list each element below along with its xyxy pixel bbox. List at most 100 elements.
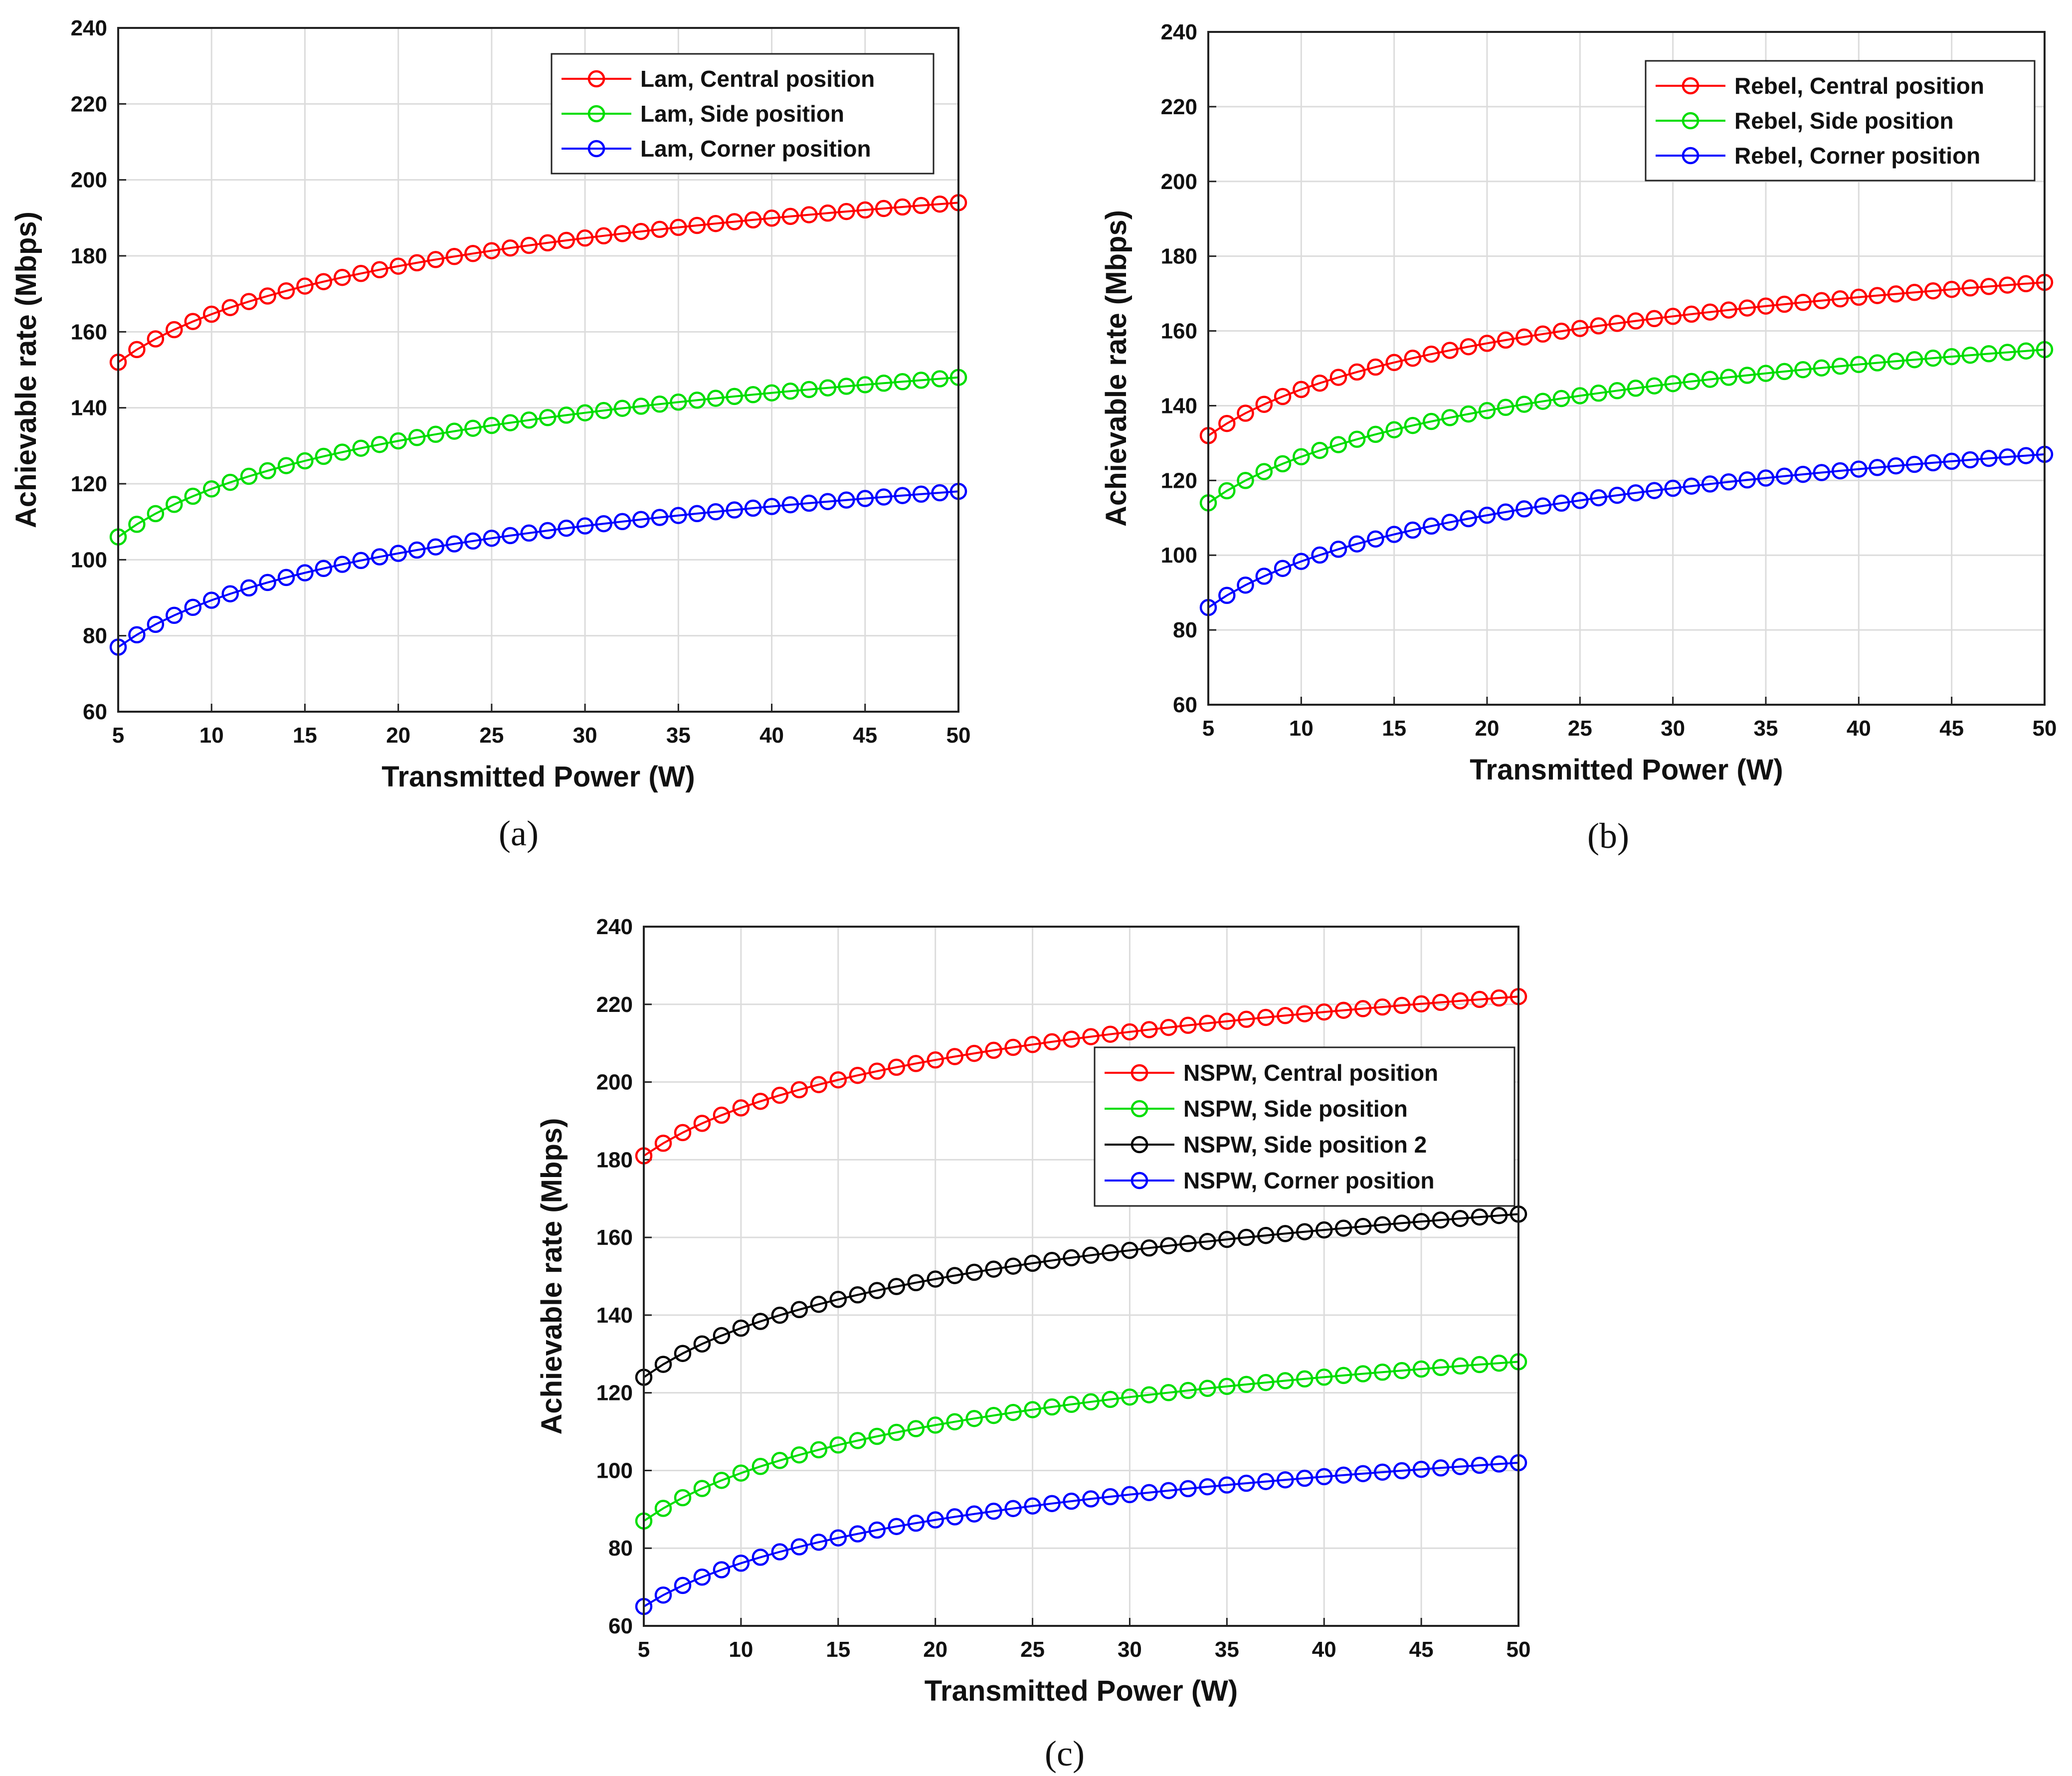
y-axis-label: Achievable rate (Mbps) (10, 211, 42, 528)
data-point (907, 1514, 925, 1532)
data-point (1961, 451, 1979, 469)
data-point (1646, 482, 1663, 499)
data-point (1590, 489, 1607, 507)
data-point (184, 487, 202, 505)
legend-marker (587, 140, 605, 158)
x-tick-label: 40 (1847, 716, 1871, 741)
data-point (838, 202, 855, 220)
data-point (771, 1452, 789, 1469)
data-point (334, 443, 351, 461)
data-point (202, 592, 220, 609)
data-point (838, 491, 855, 509)
data-point (1373, 998, 1391, 1016)
legend-item: NSPW, Corner position (1105, 1168, 1434, 1193)
data-point (1794, 361, 1812, 379)
data-point (713, 1561, 731, 1579)
data-point (1329, 369, 1347, 386)
data-point (888, 1423, 905, 1441)
data-point (1367, 530, 1384, 548)
data-point (352, 552, 370, 570)
data-point (790, 1538, 808, 1556)
data-point (147, 615, 165, 633)
data-point (912, 197, 930, 214)
x-tick-label: 15 (1382, 716, 1406, 741)
data-point (371, 261, 388, 279)
data-point (1497, 331, 1514, 349)
data-point (613, 513, 631, 531)
data-point (693, 1335, 711, 1353)
data-point (371, 548, 388, 566)
data-point (1024, 1254, 1041, 1272)
data-point (1218, 1476, 1236, 1494)
y-tick-label: 200 (1161, 170, 1197, 194)
data-point (1160, 1237, 1177, 1255)
legend-item: Lam, Corner position (562, 136, 871, 162)
y-tick-label: 60 (1173, 693, 1197, 717)
data-point (408, 429, 426, 446)
data-point (946, 1508, 963, 1526)
data-point (1296, 1005, 1314, 1022)
data-point (1887, 285, 1905, 303)
data-point (1571, 492, 1589, 509)
data-point (1293, 381, 1310, 398)
data-point (1813, 359, 1831, 377)
data-point (259, 462, 276, 480)
y-tick-label: 160 (71, 320, 107, 344)
data-point (632, 511, 650, 528)
data-point (894, 198, 911, 216)
data-point (1004, 1500, 1022, 1517)
y-tick-label: 120 (596, 1381, 633, 1405)
data-point (1490, 989, 1508, 1007)
data-point (1422, 517, 1440, 535)
legend-item: NSPW, Side position 2 (1105, 1132, 1427, 1158)
series-line (117, 376, 959, 538)
x-tick-label: 25 (1020, 1637, 1045, 1662)
data-point (1140, 1239, 1158, 1257)
data-point (688, 216, 706, 234)
data-point (744, 211, 762, 229)
y-tick-label: 140 (1161, 394, 1197, 418)
data-point (202, 480, 220, 498)
data-point (927, 1051, 944, 1069)
data-point (1238, 1228, 1255, 1246)
data-point (1334, 1466, 1352, 1484)
data-point (1432, 1359, 1450, 1377)
data-point (838, 378, 855, 395)
data-point (819, 379, 837, 396)
data-point (1943, 280, 1960, 298)
chart-panel-b: 5 10 15 20 25 30 35 40 45 50 60 80 100 120 140 160 180 20… (1100, 20, 2057, 856)
data-point (240, 579, 258, 597)
data-point (1102, 1244, 1119, 1262)
data-point (1257, 1374, 1275, 1391)
y-tick-label: 80 (608, 1536, 633, 1561)
data-point (502, 239, 519, 257)
data-point (726, 213, 743, 230)
y-axis-label: Achievable rate (Mbps) (1100, 210, 1132, 527)
data-point (1813, 292, 1831, 310)
data-point (445, 422, 463, 440)
data-point (800, 494, 818, 512)
data-point (1646, 377, 1663, 395)
y-tick-label: 240 (1161, 20, 1197, 44)
data-point (1999, 276, 2016, 294)
data-point (1160, 1482, 1177, 1499)
x-tick-label: 10 (1289, 716, 1314, 741)
data-point (1063, 1395, 1080, 1413)
y-tick-label: 80 (83, 624, 107, 648)
data-point (1924, 349, 1942, 367)
data-point (654, 1586, 672, 1604)
data-point (595, 401, 612, 419)
data-point (1121, 1023, 1138, 1041)
legend: Lam, Central position Lam, Side position L… (551, 53, 935, 175)
data-point (688, 392, 706, 409)
data-point (1274, 388, 1292, 405)
y-tick-label: 220 (1161, 95, 1197, 119)
data-point (539, 409, 557, 426)
data-point (1460, 510, 1477, 528)
data-point (1218, 1012, 1236, 1030)
legend-label: Lam, Side position (640, 101, 844, 127)
data-point (1404, 416, 1422, 434)
legend-marker (1130, 1100, 1148, 1118)
x-tick-label: 45 (1409, 1637, 1434, 1662)
